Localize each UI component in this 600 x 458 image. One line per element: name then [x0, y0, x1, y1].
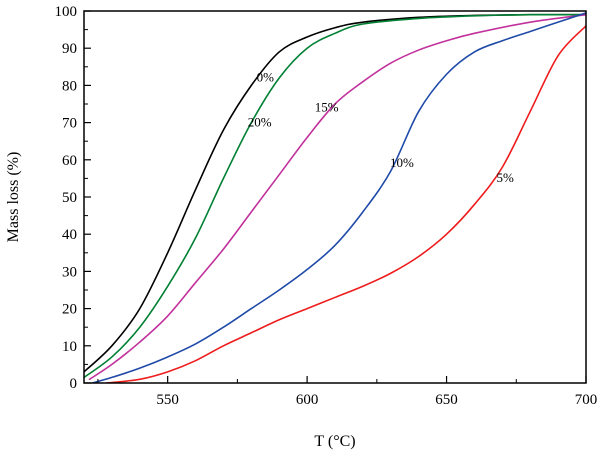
y-tick-label-7: 70 [62, 116, 77, 132]
series-label-0: 0% [257, 70, 275, 85]
series-line-4 [105, 25, 586, 383]
series-line-3 [91, 12, 586, 383]
y-tick-label-9: 90 [62, 41, 77, 57]
y-tick-label-6: 60 [62, 153, 77, 169]
series-label-3: 10% [390, 155, 414, 170]
series-label-1: 20% [248, 114, 272, 129]
series-line-0 [84, 13, 586, 373]
x-axis-label: T (°C) [314, 433, 355, 450]
y-tick-label-2: 20 [62, 302, 77, 318]
series-line-2 [88, 13, 586, 381]
series-line-1 [84, 13, 586, 379]
x-tick-label-0: 550 [156, 392, 179, 408]
y-tick-label-0: 0 [70, 376, 78, 392]
y-tick-label-10: 100 [55, 4, 78, 20]
y-tick-label-3: 30 [62, 264, 77, 280]
x-tick-label-2: 650 [435, 392, 458, 408]
x-tick-label-1: 600 [296, 392, 319, 408]
x-tick-label-3: 700 [575, 392, 598, 408]
y-tick-label-4: 40 [62, 227, 77, 243]
plot-frame [83, 10, 587, 384]
series-label-2: 15% [315, 99, 339, 114]
y-tick-label-5: 50 [62, 190, 77, 206]
y-tick-label-1: 10 [62, 339, 77, 355]
series-label-4: 5% [496, 170, 514, 185]
y-tick-label-8: 80 [62, 78, 77, 94]
y-axis-label: Mass loss (%) [5, 152, 22, 243]
